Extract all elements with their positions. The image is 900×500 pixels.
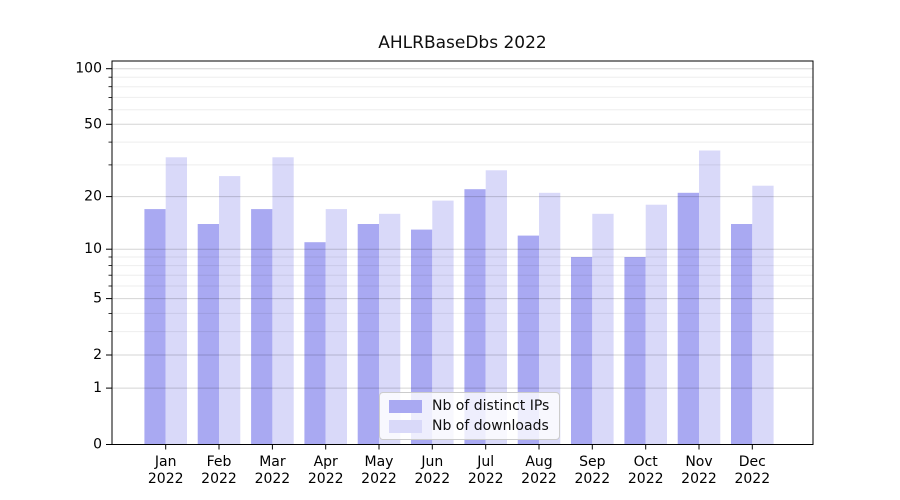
bar-downloads-aug (539, 192, 561, 445)
x-tick-label-year-feb: 2022 (201, 471, 237, 487)
x-tick-label-month-jan: Jan (154, 454, 177, 470)
legend-label-distinct-ips: Nb of distinct IPs (432, 398, 550, 414)
x-tick-label-month-oct: Oct (634, 454, 659, 470)
y-tick-label-1: 1 (93, 380, 102, 396)
x-tick-label-month-jul: Jul (476, 454, 494, 470)
x-tick-label-year-may: 2022 (361, 471, 397, 487)
x-tick-label-year-oct: 2022 (628, 471, 664, 487)
x-tick-label-month-apr: Apr (314, 454, 338, 470)
x-tick-label-month-nov: Nov (685, 454, 712, 470)
bar-distinct-ips-oct (624, 257, 646, 445)
x-tick-label-year-aug: 2022 (521, 471, 557, 487)
bar-downloads-nov (699, 150, 721, 445)
bar-distinct-ips-may (357, 224, 379, 445)
legend-swatch-distinct-ips (389, 399, 422, 413)
bar-downloads-jul (485, 170, 507, 445)
y-tick-label-50: 50 (84, 116, 102, 132)
bar-distinct-ips-jul (464, 189, 486, 445)
bar-distinct-ips-mar (251, 209, 273, 445)
x-tick-label-month-may: May (365, 454, 394, 470)
x-tick-label-month-aug: Aug (525, 454, 552, 470)
chart-title: AHLRBaseDbs 2022 (378, 33, 547, 53)
x-tick-label-year-mar: 2022 (255, 471, 291, 487)
y-tick-label-2: 2 (93, 347, 102, 363)
x-tick-label-year-jan: 2022 (148, 471, 184, 487)
bar-distinct-ips-dec (731, 224, 753, 445)
x-tick-label-month-dec: Dec (739, 454, 766, 470)
x-tick-label-year-sep: 2022 (574, 471, 610, 487)
bar-distinct-ips-nov (677, 192, 699, 445)
bar-distinct-ips-feb (197, 224, 219, 445)
bar-downloads-jan (165, 157, 187, 445)
x-tick-label-year-apr: 2022 (308, 471, 344, 487)
x-tick-label-month-mar: Mar (259, 454, 286, 470)
bar-downloads-may (379, 213, 401, 445)
y-tick-label-5: 5 (93, 291, 102, 307)
x-tick-label-year-jun: 2022 (414, 471, 450, 487)
x-tick-label-month-sep: Sep (579, 454, 606, 470)
x-tick-label-month-feb: Feb (207, 454, 232, 470)
plot-border (111, 60, 814, 445)
bar-downloads-dec (752, 185, 774, 445)
bar-distinct-ips-apr (304, 242, 326, 445)
y-tick-label-0: 0 (93, 437, 102, 453)
x-tick-label-month-jun: Jun (420, 454, 443, 470)
y-tick-label-10: 10 (84, 241, 102, 257)
y-tick-label-20: 20 (84, 189, 102, 205)
bar-distinct-ips-jun (411, 229, 433, 445)
y-tick-label-100: 100 (75, 61, 102, 77)
legend-swatch-downloads (389, 419, 422, 433)
legend-item-distinct-ips: Nb of distinct IPs (389, 399, 549, 413)
bar-distinct-ips-jan (144, 209, 166, 445)
bar-downloads-sep (592, 213, 614, 445)
bar-downloads-oct (645, 204, 667, 445)
bar-distinct-ips-sep (571, 257, 593, 445)
x-tick-label-year-jul: 2022 (468, 471, 504, 487)
bar-downloads-jun (432, 200, 454, 445)
bar-downloads-apr (325, 209, 347, 445)
bar-downloads-mar (272, 157, 294, 445)
x-tick-label-year-nov: 2022 (681, 471, 717, 487)
bar-downloads-feb (219, 176, 241, 445)
legend-label-downloads: Nb of downloads (432, 418, 549, 434)
x-tick-label-year-dec: 2022 (734, 471, 770, 487)
legend-item-downloads: Nb of downloads (389, 419, 549, 433)
legend: Nb of distinct IPs Nb of downloads (379, 392, 561, 440)
